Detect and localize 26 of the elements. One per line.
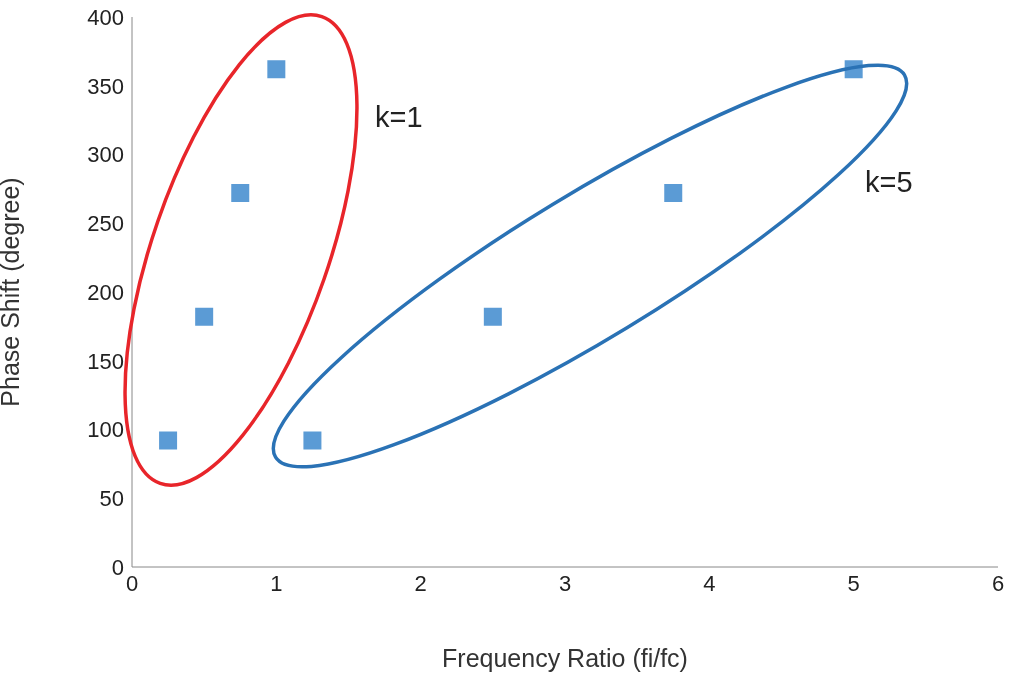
x-tick-label: 4 [703, 570, 716, 596]
point [267, 60, 286, 79]
y-axis-title: Phase Shift (degree) [0, 177, 24, 407]
x-axis-title: Frequency Ratio (fi/fc) [442, 644, 688, 672]
y-tick-label: 350 [87, 73, 124, 99]
point [231, 184, 250, 202]
point [159, 431, 178, 450]
y-tick-label: 50 [99, 486, 124, 512]
annotation: k=5 [865, 166, 913, 198]
y-tick-label: 200 [87, 279, 124, 305]
x-tick-label: 5 [847, 570, 860, 596]
x-tick-label: 3 [558, 570, 572, 596]
annotation: k=1 [375, 101, 423, 133]
x-tick-label: 1 [270, 570, 283, 596]
x-tick-label: 6 [991, 570, 1005, 596]
y-tick-label: 400 [87, 4, 124, 30]
point [303, 431, 322, 450]
y-tick-label: 300 [87, 142, 124, 168]
x-tick-label: 2 [414, 570, 427, 596]
y-tick-label: 0 [111, 554, 124, 580]
point [195, 307, 214, 326]
y-tick-label: 150 [87, 348, 124, 374]
point [483, 307, 502, 326]
point [664, 184, 683, 202]
y-tick-label: 100 [87, 417, 124, 443]
y-tick-label: 250 [87, 211, 124, 237]
